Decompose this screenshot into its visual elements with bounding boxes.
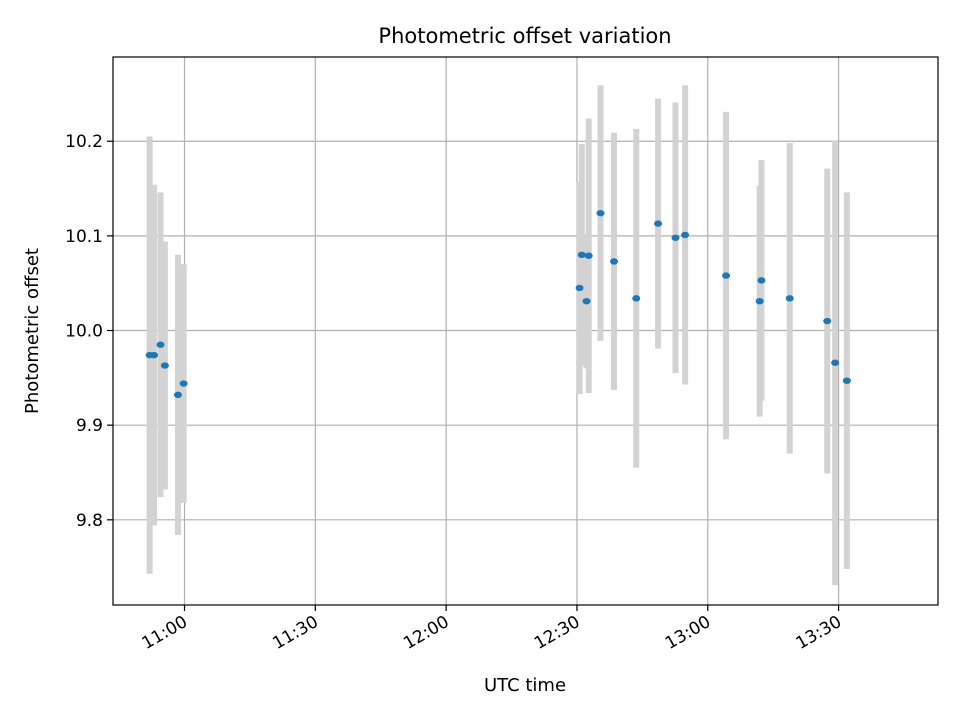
data-point <box>831 359 840 366</box>
data-point <box>755 297 764 305</box>
data-point <box>584 252 593 259</box>
data-point <box>575 284 584 292</box>
y-axis-ticks: 9.8 9.9 10.0 10.1 10.2 <box>65 132 113 531</box>
x-axis-label: UTC time <box>484 675 566 696</box>
data-point <box>785 295 794 302</box>
grid-lines <box>113 57 938 605</box>
data-point <box>842 377 851 384</box>
data-point <box>173 391 182 399</box>
data-point <box>610 258 619 265</box>
y-tick-label: 10.2 <box>65 132 103 152</box>
data-point <box>179 380 188 387</box>
y-tick-label: 10.0 <box>65 322 103 342</box>
data-point <box>160 362 169 369</box>
data-point <box>156 341 165 348</box>
data-point <box>632 295 641 302</box>
data-point <box>722 272 731 279</box>
data-point <box>582 297 591 305</box>
y-tick-label: 10.1 <box>65 227 103 247</box>
data-point <box>671 234 680 241</box>
data-points <box>145 209 851 399</box>
data-point <box>757 277 766 284</box>
data-point <box>823 317 832 325</box>
data-point <box>654 220 663 227</box>
y-tick-label: 9.9 <box>76 416 103 436</box>
y-axis-label: Photometric offset <box>22 248 43 414</box>
data-point <box>149 351 158 359</box>
chart-title: Photometric offset variation <box>378 24 671 48</box>
data-point <box>577 251 586 259</box>
data-point <box>596 209 605 217</box>
data-point <box>681 231 690 239</box>
y-tick-label: 9.8 <box>76 511 103 531</box>
